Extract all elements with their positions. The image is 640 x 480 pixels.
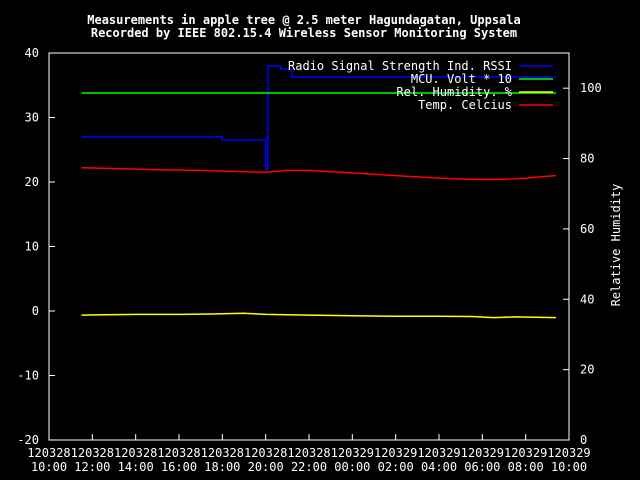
x-tick-time: 10:00	[31, 460, 67, 474]
x-tick-time: 20:00	[248, 460, 284, 474]
left-tick-label: 20	[25, 175, 39, 189]
x-tick-date: 120328	[27, 446, 70, 460]
x-tick-time: 22:00	[291, 460, 327, 474]
left-tick-label: -10	[17, 369, 39, 383]
legend-label: Rel. Humidity. %	[396, 85, 512, 99]
x-tick-date: 120328	[201, 446, 244, 460]
x-tick-time: 16:00	[161, 460, 197, 474]
right-tick-label: 0	[580, 433, 587, 447]
series-layer	[81, 65, 557, 319]
x-tick-time: 18:00	[204, 460, 240, 474]
x-tick-time: 08:00	[508, 460, 544, 474]
right-tick-label: 60	[580, 222, 594, 236]
right-tick-label: 40	[580, 292, 594, 306]
series-line-4	[81, 167, 557, 181]
series-line-1	[81, 65, 556, 170]
series-line-3	[81, 312, 557, 319]
right-tick-label: 20	[580, 363, 594, 377]
chart-title: Measurements in apple tree @ 2.5 meter H…	[87, 13, 520, 27]
left-tick-label: 10	[25, 240, 39, 254]
x-tick-time: 02:00	[378, 460, 414, 474]
x-tick-date: 120329	[417, 446, 460, 460]
x-tick-time: 04:00	[421, 460, 457, 474]
x-tick-time: 14:00	[118, 460, 154, 474]
left-tick-label: -20	[17, 433, 39, 447]
x-axis: 12032810:0012032812:0012032814:001203281…	[27, 434, 591, 474]
x-tick-date: 120329	[547, 446, 590, 460]
right-tick-label: 100	[580, 81, 602, 95]
left-tick-label: 0	[32, 304, 39, 318]
x-tick-time: 12:00	[74, 460, 110, 474]
legend-label: Temp. Celcius	[418, 98, 512, 112]
x-tick-date: 120329	[461, 446, 504, 460]
left-tick-label: 30	[25, 111, 39, 125]
x-tick-date: 120328	[71, 446, 114, 460]
left-tick-label: 40	[25, 46, 39, 60]
legend-label: MCU. Volt * 10	[411, 72, 512, 86]
x-tick-date: 120328	[244, 446, 287, 460]
x-tick-time: 00:00	[334, 460, 370, 474]
x-tick-date: 120328	[114, 446, 157, 460]
left-y-axis: -20 -10 0 10 20 30 40	[17, 46, 55, 447]
legend-label: Radio Signal Strength Ind. RSSI	[288, 59, 512, 73]
right-tick-label: 80	[580, 152, 594, 166]
x-tick-date: 120329	[374, 446, 417, 460]
chart-subtitle: Recorded by IEEE 802.15.4 Wireless Senso…	[91, 26, 517, 40]
right-y-axis: 0 20 40 60 80 100	[563, 81, 602, 447]
x-tick-date: 120328	[287, 446, 330, 460]
x-tick-date: 120329	[504, 446, 547, 460]
right-axis-label: Relative Humidity	[609, 184, 623, 307]
x-tick-time: 10:00	[551, 460, 587, 474]
x-tick-time: 06:00	[464, 460, 500, 474]
x-tick-date: 120329	[331, 446, 374, 460]
x-tick-date: 120328	[157, 446, 200, 460]
